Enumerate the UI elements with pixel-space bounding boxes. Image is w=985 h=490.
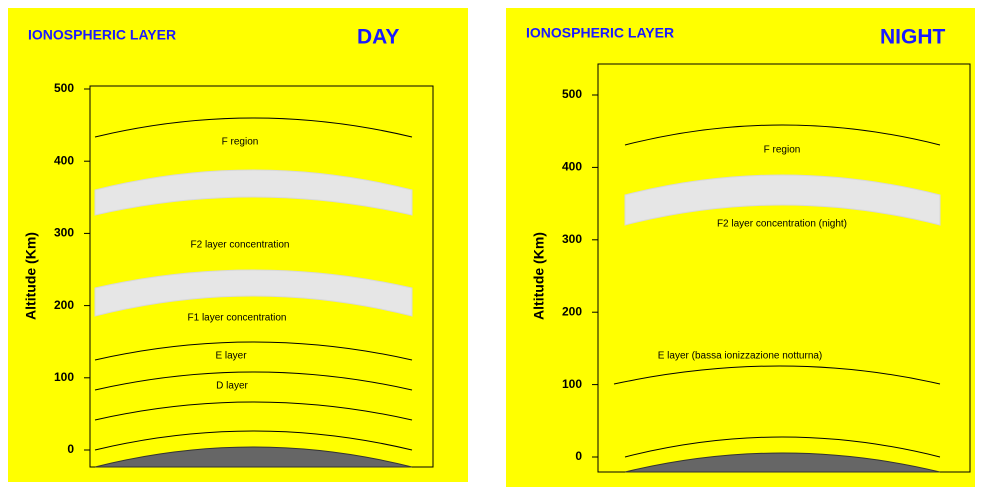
y-tick-label: 400 [54,153,74,167]
panel-mode: DAY [357,26,399,49]
y-tick-label: 100 [562,377,582,391]
panel-mode: NIGHT [880,26,946,49]
y-tick-label: 0 [575,449,582,463]
f2-band [624,174,941,226]
layer-label: F2 layer concentration [191,240,290,251]
panel-title: IONOSPHERIC LAYER [526,25,674,41]
layer-curve [624,124,941,146]
y-tick-label: 500 [562,87,582,101]
y-tick-label: 200 [54,298,74,312]
layer-curve [94,341,413,361]
layer-curve [624,436,941,458]
layer-curve [94,117,413,138]
layer-label: F1 layer concentration [188,313,287,324]
earth [94,446,413,468]
layer-curve [94,430,413,451]
y-tick-label: 100 [54,370,74,384]
y-tick-label: 300 [54,226,74,240]
panel-background [506,8,975,487]
panel-title: IONOSPHERIC LAYER [28,27,176,43]
y-axis-label: Altitude (Km) [23,232,39,320]
y-tick-label: 200 [562,304,582,318]
layer-label: F region [222,137,259,148]
layer-curve [94,401,413,421]
day-panel: IONOSPHERIC LAYER DAY Altitude (Km) F re… [8,8,468,482]
y-tick-label: 500 [54,81,74,95]
night-panel: IONOSPHERIC LAYER NIGHT Altitude (Km) F … [506,8,975,487]
y-tick-label: 400 [562,160,582,174]
y-tick-label: 300 [562,232,582,246]
layer-label: E layer [215,351,247,362]
earth [624,452,941,473]
f2-band [94,169,413,216]
layer-label: E layer (bassa ionizzazione notturna) [658,351,823,362]
layer-label: D layer [216,381,248,392]
f1-band [94,269,413,317]
layer-label: F region [764,145,801,156]
y-axis-label: Altitude (Km) [531,232,547,320]
y-tick-label: 0 [67,442,74,456]
layer-curve [613,365,941,385]
layer-curve [94,371,413,391]
layer-label: F2 layer concentration (night) [717,219,847,230]
panel-background [8,8,468,482]
